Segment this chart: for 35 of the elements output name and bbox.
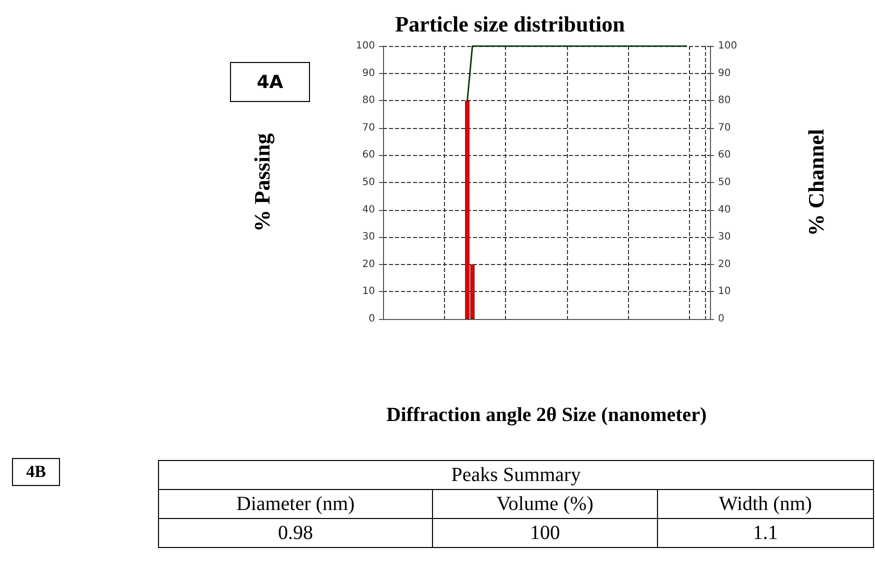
text: 1.1	[657, 518, 874, 548]
text: Peaks Summary	[158, 460, 874, 490]
y2-tick-label: 70	[718, 122, 731, 134]
y2-tick-label: 40	[718, 204, 731, 216]
y-tick-label: 50	[362, 177, 375, 188]
y2-tick-label: 20	[718, 258, 731, 270]
text: Diameter (nm)	[158, 490, 433, 518]
y-tick-label: 60	[362, 150, 375, 161]
y2-axis-title: % Channel	[804, 129, 828, 236]
chart-title: Particle size distribution	[395, 12, 625, 36]
y-tick-label: 0	[368, 314, 375, 324]
y-tick-label: 90	[362, 68, 375, 79]
y-tick-label: 30	[362, 232, 375, 243]
text: 0.98	[158, 518, 433, 548]
y-tick-label: 20	[362, 258, 375, 270]
y-tick-label: 40	[362, 204, 375, 216]
y-tick-label: 10	[362, 286, 375, 298]
label-box: 4B	[12, 458, 60, 486]
x-axis-title: Diffraction angle 2θ Size (nanometer)	[386, 404, 707, 426]
y2-tick-label: 10	[718, 286, 731, 298]
text: Width (nm)	[657, 490, 874, 518]
text: Volume (%)	[432, 490, 658, 518]
y-tick-label: 100	[356, 40, 375, 52]
y-axis-title: % Passing	[250, 133, 274, 232]
y2-tick-label: 90	[718, 68, 731, 79]
y-tick-label: 80	[362, 95, 375, 106]
y2-tick-label: 50	[718, 177, 731, 188]
text: 100	[432, 518, 658, 548]
y2-tick-label: 100	[718, 40, 738, 52]
y2-tick-label: 60	[718, 150, 731, 161]
y2-tick-label: 0	[718, 314, 724, 324]
y2-tick-label: 80	[718, 95, 731, 106]
label-box: 4A	[230, 62, 310, 102]
y2-tick-label: 30	[718, 232, 731, 243]
y-tick-label: 70	[362, 122, 375, 134]
